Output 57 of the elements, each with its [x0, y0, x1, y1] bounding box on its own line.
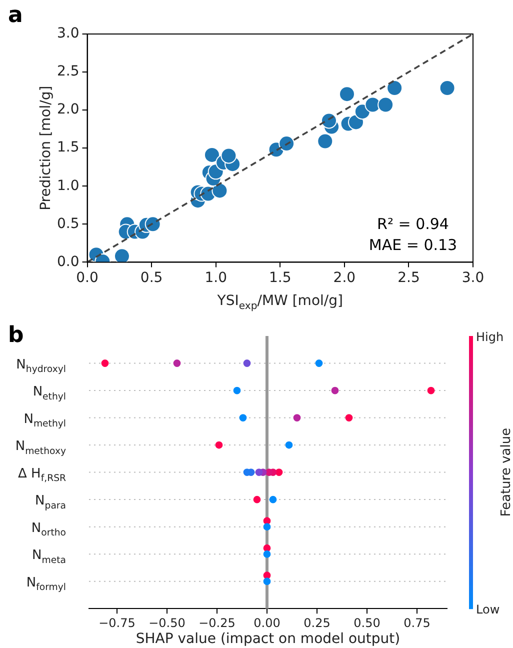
x-tick-label: 2.0 — [333, 270, 356, 286]
point — [173, 360, 181, 367]
chart-title: b — [8, 323, 24, 348]
point — [144, 216, 161, 232]
y-tick-label: 2.5 — [57, 64, 80, 80]
x-tick-label: 1.5 — [269, 270, 292, 286]
x-tick-label: 2.5 — [398, 270, 420, 286]
point — [386, 80, 403, 96]
point — [317, 133, 334, 150]
color-bar-title: Feature value — [499, 428, 513, 517]
x-tick-label: 1.0 — [204, 270, 227, 286]
color-bar-label: Low — [476, 602, 500, 617]
x-tick-label: −0.25 — [198, 616, 236, 630]
point — [320, 112, 337, 129]
x-tick-label: 0.25 — [304, 616, 330, 630]
point — [239, 414, 247, 422]
point — [427, 386, 435, 394]
point — [275, 468, 283, 476]
y-tick-label: 1.0 — [57, 178, 80, 194]
point — [243, 468, 251, 476]
x-tick-label: 0.00 — [254, 616, 280, 630]
point — [255, 468, 263, 476]
y-tick-label: 3.0 — [57, 26, 80, 42]
x-tick-label: 0.50 — [354, 616, 380, 630]
chart-title: a — [8, 3, 23, 28]
point — [338, 86, 355, 102]
point — [243, 360, 251, 367]
point — [233, 386, 241, 394]
point — [293, 414, 301, 422]
point — [378, 96, 394, 113]
y-tick-label: 0.5 — [57, 216, 80, 232]
x-tick-label: 0.5 — [140, 270, 163, 286]
y-tick-label: 2.0 — [57, 102, 80, 118]
point — [263, 550, 271, 558]
point — [220, 148, 237, 164]
x-tick-label: −0.75 — [98, 616, 136, 630]
point — [263, 523, 271, 531]
y-axis-title: Prediction [mol/g] — [38, 86, 54, 210]
point — [265, 468, 273, 476]
y-tick-label: 0.0 — [57, 254, 80, 270]
point — [345, 414, 353, 422]
y-tick-label: 1.5 — [57, 140, 80, 156]
x-axis-title: SHAP value (impact on model output) — [136, 631, 400, 647]
point — [212, 182, 228, 199]
annotation: R² = 0.94 — [377, 215, 449, 234]
x-tick-label: 0.75 — [404, 616, 430, 630]
point — [263, 578, 271, 586]
point — [278, 136, 295, 152]
x-tick-label: 0.0 — [76, 270, 98, 286]
point — [439, 80, 456, 96]
annotation: MAE = 0.13 — [368, 236, 458, 254]
point — [331, 386, 339, 394]
point — [114, 248, 130, 262]
x-tick-label: 3.0 — [462, 270, 484, 286]
point — [204, 146, 220, 163]
color-bar-label: High — [476, 330, 504, 344]
x-tick-label: −0.50 — [148, 616, 186, 630]
